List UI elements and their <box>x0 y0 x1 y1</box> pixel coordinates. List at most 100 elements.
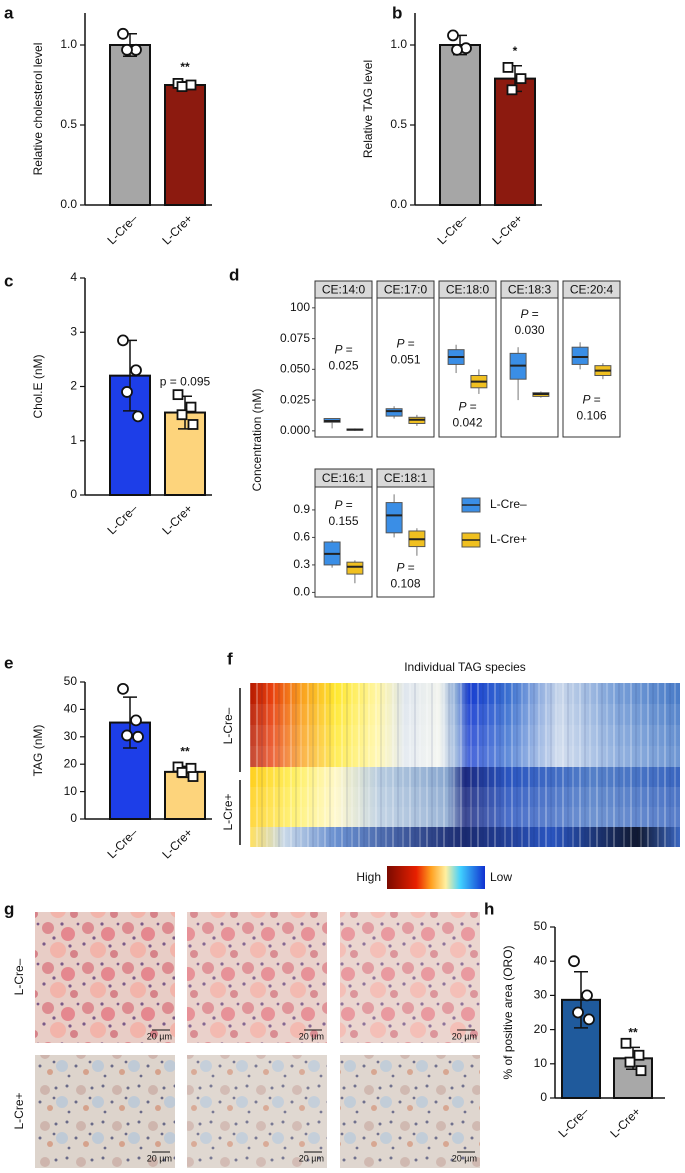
scale-bar-label: 20 µm <box>299 1031 324 1041</box>
data-point <box>132 730 144 743</box>
facet-label: CE:20:4 <box>570 283 614 297</box>
x-tick-label: L-Cre+ <box>489 211 525 247</box>
panel-letter: f <box>227 649 233 668</box>
y-tick-label: 0 <box>70 811 77 825</box>
y-tick-label: 0.3 <box>293 557 310 571</box>
y-tick-label: 10 <box>534 1056 548 1070</box>
data-point <box>117 27 129 40</box>
panel-letter: c <box>4 271 13 290</box>
facet-panel <box>438 297 497 438</box>
y-axis-label: Chol.E (nM) <box>31 354 45 418</box>
panel-letter: b <box>392 3 402 22</box>
legend-label: L-Cre+ <box>490 532 527 546</box>
y-tick-label: 0.075 <box>280 331 310 345</box>
micrographs: 20 µm 20 µm 20 µm 20 µm 20 µm 20 µm <box>35 912 480 1168</box>
error-bar <box>574 971 588 1029</box>
box <box>385 502 403 534</box>
y-tick-label: 30 <box>534 988 548 1002</box>
bar <box>164 770 206 821</box>
bar <box>494 77 536 206</box>
colorbar <box>387 866 485 889</box>
micrograph <box>340 912 480 1043</box>
y-tick-label: 4 <box>70 270 77 284</box>
data-point <box>572 1006 584 1019</box>
facet-label: CE:17:0 <box>384 283 428 297</box>
x-tick-label: L-Cre+ <box>159 211 195 247</box>
facet-label: CE:16:1 <box>322 471 366 485</box>
y-tick-label: 0.9 <box>293 502 310 516</box>
data-point <box>185 79 197 91</box>
p-value: 0.025 <box>328 358 358 372</box>
micrograph <box>340 1055 480 1168</box>
scale-bar-label: 20 µm <box>452 1153 477 1163</box>
data-point <box>635 1065 647 1077</box>
y-tick-label: 1.0 <box>60 37 77 51</box>
p-prefix: P = <box>335 498 353 512</box>
y-tick-label: 1 <box>70 433 77 447</box>
data-point <box>187 419 199 430</box>
y-tick-label: 1.0 <box>390 37 407 51</box>
x-tick-label: L-Cre– <box>105 501 141 537</box>
panel-letter: d <box>229 265 239 284</box>
data-point <box>121 386 133 398</box>
colorbar-label: High <box>356 870 381 884</box>
y-tick-label: 0.0 <box>390 197 407 211</box>
data-point <box>130 364 142 377</box>
micrograph <box>187 1055 327 1168</box>
heatmap <box>250 683 680 847</box>
scale-bar-label: 20 µm <box>452 1031 477 1041</box>
colorbar-label: Low <box>490 870 512 884</box>
p-prefix: P = <box>521 307 539 321</box>
y-tick-label: 20 <box>534 1022 548 1036</box>
facet-panel <box>376 297 435 438</box>
y-tick-label: 0.000 <box>280 423 310 437</box>
p-value: 0.155 <box>328 514 358 528</box>
annotation: ** <box>180 60 190 74</box>
data-point <box>515 73 527 84</box>
y-tick-label: 0 <box>70 487 77 501</box>
data-point <box>176 767 188 778</box>
heatmap-row-label: L-Cre+ <box>221 793 235 830</box>
data-point <box>176 409 188 421</box>
y-tick-label: 50 <box>64 674 78 688</box>
y-tick-label: 0.0 <box>293 585 310 599</box>
data-point <box>620 1037 632 1049</box>
p-prefix: P = <box>459 400 477 414</box>
facet-label: CE:18:1 <box>384 471 428 485</box>
facet-label: CE:18:0 <box>446 283 490 297</box>
data-point <box>583 1013 595 1026</box>
y-axis-label: Concentration (nM) <box>250 389 264 492</box>
x-tick-label: L-Cre– <box>556 1104 592 1140</box>
heatmap-title: Individual TAG species <box>404 660 526 674</box>
heatmap-row-label: L-Cre– <box>221 707 235 744</box>
data-point <box>506 84 518 96</box>
box <box>385 408 403 417</box>
y-axis-label: TAG (nM) <box>31 725 45 777</box>
bar <box>109 44 151 206</box>
data-point <box>502 62 514 73</box>
p-value: 0.051 <box>390 352 420 366</box>
annotation: ** <box>628 1026 638 1040</box>
bar <box>439 44 481 206</box>
facet-label: CE:14:0 <box>322 283 366 297</box>
x-tick-label: L-Cre– <box>105 211 141 247</box>
data-point <box>121 729 133 742</box>
micrograph <box>35 1055 175 1168</box>
y-tick-label: 0.0 <box>60 197 77 211</box>
image-row-label: L-Cre+ <box>12 1092 26 1129</box>
y-tick-label: 0 <box>540 1090 547 1104</box>
y-tick-label: 0.6 <box>293 530 310 544</box>
y-tick-label: 50 <box>534 919 548 933</box>
y-tick-label: 40 <box>534 953 548 967</box>
scale-bar-label: 20 µm <box>147 1153 172 1163</box>
y-axis-label: Relative cholesterol level <box>31 43 45 176</box>
y-tick-label: 0.050 <box>280 362 310 376</box>
image-row-label: L-Cre– <box>12 958 26 995</box>
panel-letter: h <box>484 899 494 918</box>
data-point <box>117 334 129 347</box>
p-prefix: P = <box>397 336 415 350</box>
scale-bar-label: 20 µm <box>299 1153 324 1163</box>
box <box>346 561 364 575</box>
annotation: p = 0.095 <box>160 374 211 388</box>
